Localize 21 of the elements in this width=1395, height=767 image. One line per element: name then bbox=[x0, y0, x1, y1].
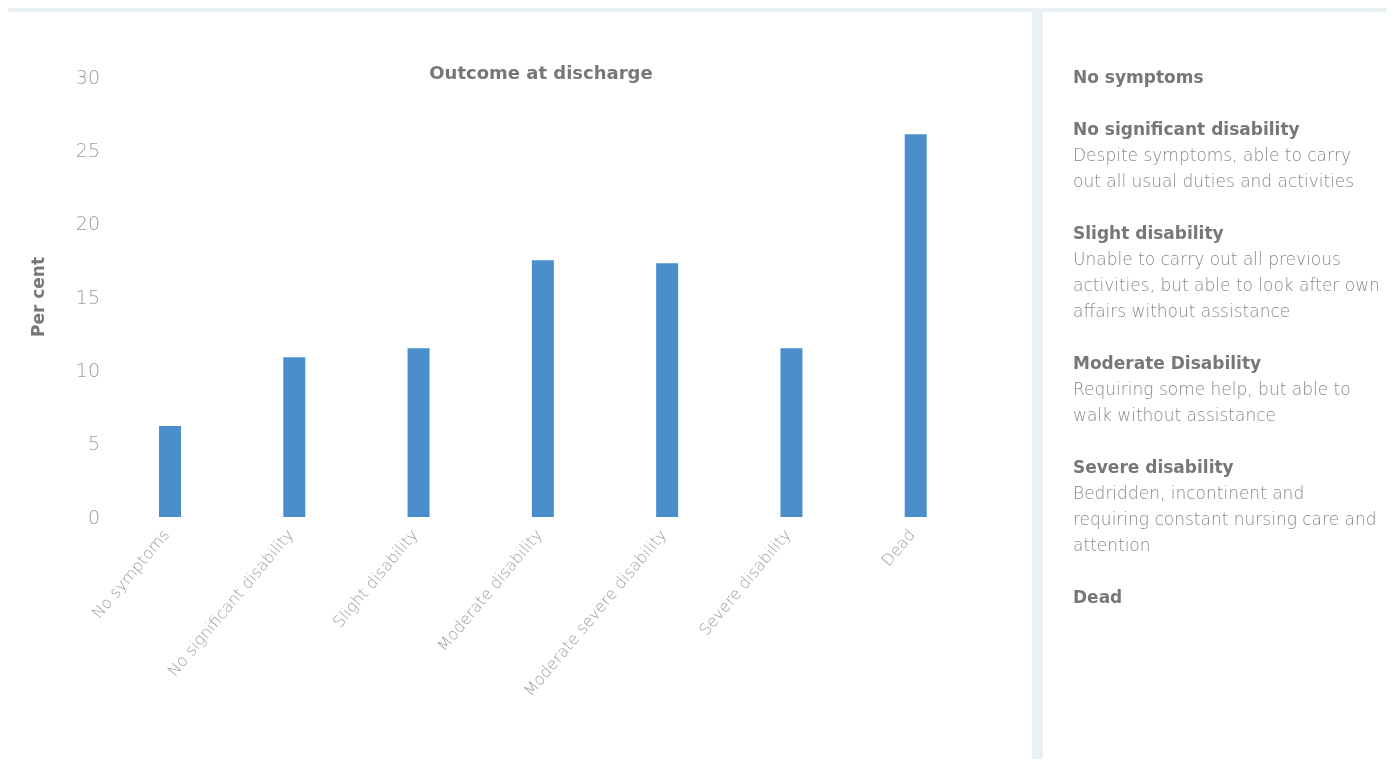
text: Slight disability Unable to carry out all previous activities, but able to look after own affairs without assistance bbox=[1073, 222, 1381, 323]
y-tick-label: 0 bbox=[87, 505, 100, 528]
bar bbox=[904, 134, 927, 517]
text: Severe disability Bedridden, incontinent and requiring constant nursing care and attention bbox=[1073, 456, 1378, 557]
text: No symptoms bbox=[1073, 66, 1205, 89]
text: Moderate Disability Requiring some help, but able to walk without assistance bbox=[1073, 352, 1352, 427]
y-tick-label: 25 bbox=[75, 139, 100, 162]
text: No significant disability Despite symptoms, able to carry out all usual duties and activities bbox=[1073, 118, 1356, 193]
y-tick-label: 5 bbox=[87, 432, 100, 455]
bar bbox=[780, 348, 803, 517]
y-tick-label: 10 bbox=[75, 359, 100, 382]
chart-title: Outcome at discharge bbox=[429, 62, 653, 83]
bar bbox=[531, 260, 554, 517]
y-axis-title: Per cent bbox=[28, 256, 49, 338]
bar bbox=[283, 357, 306, 517]
y-tick-label: 20 bbox=[75, 212, 100, 235]
bar bbox=[656, 263, 679, 517]
y-tick-label: 15 bbox=[75, 285, 100, 308]
y-tick-label: 30 bbox=[75, 65, 100, 88]
bar bbox=[159, 426, 181, 517]
bar bbox=[407, 348, 430, 517]
